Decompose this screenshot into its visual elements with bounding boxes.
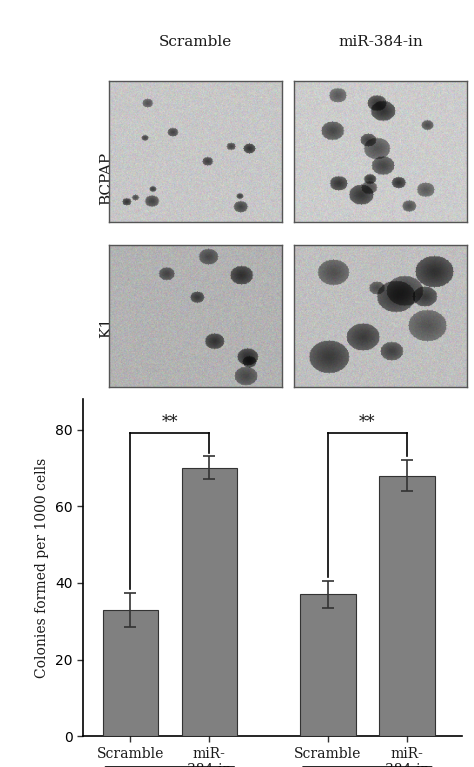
Text: Scramble: Scramble — [159, 35, 232, 49]
Bar — [103, 610, 158, 736]
Y-axis label: Colonies formed per 1000 cells: Colonies formed per 1000 cells — [36, 457, 49, 678]
Bar — [182, 468, 237, 736]
Text: BCPAP: BCPAP — [100, 152, 114, 205]
Bar — [379, 476, 435, 736]
Text: miR-384-in: miR-384-in — [338, 35, 423, 49]
Text: **: ** — [359, 414, 375, 432]
Text: K1: K1 — [100, 317, 114, 337]
Text: **: ** — [162, 414, 178, 432]
Bar — [300, 594, 356, 736]
